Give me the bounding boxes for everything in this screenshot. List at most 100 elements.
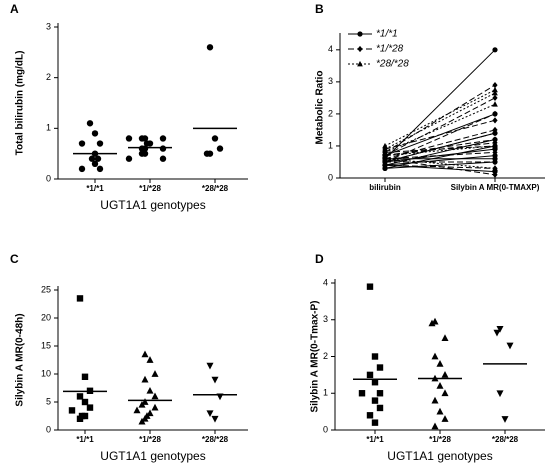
marker xyxy=(441,334,449,342)
subject-line xyxy=(384,139,496,157)
y-tick-label: 0 xyxy=(46,424,51,434)
subject-line xyxy=(384,103,496,153)
marker xyxy=(141,375,149,383)
marker xyxy=(492,149,498,156)
marker xyxy=(68,407,76,414)
x-tick-label: *1/*28 xyxy=(429,435,451,444)
marker xyxy=(133,406,141,414)
y-tick-label: 20 xyxy=(41,312,51,322)
panel-letter: D xyxy=(315,252,324,266)
marker xyxy=(159,155,167,162)
legend-label: *1/*28 xyxy=(376,44,404,55)
y-tick-label: 5 xyxy=(46,396,51,406)
y-tick-label: 1 xyxy=(323,388,328,398)
y-tick-label: 2 xyxy=(328,108,333,118)
subject-line xyxy=(384,97,496,157)
legend-label: *1/*1 xyxy=(376,29,398,40)
marker xyxy=(493,329,501,337)
subject-line xyxy=(384,164,496,173)
marker xyxy=(492,165,498,171)
marker xyxy=(125,155,133,162)
marker xyxy=(501,416,509,423)
marker xyxy=(146,409,154,417)
marker xyxy=(151,370,159,377)
marker xyxy=(436,407,444,415)
marker xyxy=(492,117,498,124)
marker xyxy=(366,371,374,379)
subject-line xyxy=(384,89,496,147)
marker xyxy=(492,89,498,96)
marker xyxy=(146,386,154,394)
marker xyxy=(141,350,149,358)
y-tick-label: 0 xyxy=(323,424,328,434)
marker xyxy=(76,295,84,302)
marker xyxy=(88,155,96,162)
marker xyxy=(428,319,436,327)
y-axis-title: Total bilirubin (mg/dL) xyxy=(15,51,26,156)
subject-line xyxy=(384,139,496,166)
marker xyxy=(492,110,498,118)
marker xyxy=(86,120,94,127)
subject-line xyxy=(384,158,496,176)
marker xyxy=(431,352,439,360)
marker xyxy=(146,356,154,363)
marker xyxy=(81,398,89,406)
x-tick-label: *1/*1 xyxy=(76,435,94,444)
marker xyxy=(96,165,104,173)
marker xyxy=(138,400,146,408)
marker xyxy=(78,165,86,173)
marker xyxy=(371,419,379,426)
x-axis-title: UGT1A1 genotypes xyxy=(100,449,205,463)
marker xyxy=(203,150,211,157)
marker xyxy=(151,392,159,400)
marker xyxy=(492,47,498,53)
marker xyxy=(91,160,99,167)
marker xyxy=(143,140,151,147)
marker xyxy=(94,155,102,162)
y-tick-label: 3 xyxy=(328,76,333,86)
subject-line xyxy=(384,161,496,169)
marker xyxy=(371,397,379,404)
marker xyxy=(436,360,444,367)
marker xyxy=(441,389,449,397)
x-tick-label: Silybin A MR(0-TMAXP) xyxy=(451,183,540,192)
y-tick-label: 3 xyxy=(46,21,51,31)
marker xyxy=(211,135,219,142)
legend-label: *28/*28 xyxy=(376,59,409,70)
marker xyxy=(138,135,146,142)
marker xyxy=(382,162,388,169)
x-tick-label: *1/*28 xyxy=(139,435,161,444)
x-axis-title: UGT1A1 genotypes xyxy=(100,198,205,212)
subject-line xyxy=(384,158,496,169)
marker xyxy=(357,31,363,37)
marker xyxy=(138,417,146,425)
subject-line xyxy=(384,142,496,157)
marker xyxy=(96,140,104,147)
marker xyxy=(206,410,214,418)
y-tick-label: 2 xyxy=(46,72,51,82)
marker xyxy=(506,342,514,350)
subject-line xyxy=(384,84,496,153)
marker xyxy=(371,353,379,360)
marker xyxy=(492,136,498,143)
x-tick-label: *28/*28 xyxy=(492,435,519,444)
marker xyxy=(366,283,374,290)
marker xyxy=(78,140,86,147)
marker xyxy=(492,81,498,89)
marker xyxy=(141,414,149,422)
marker xyxy=(492,101,498,107)
marker xyxy=(141,398,149,405)
subject-line xyxy=(384,145,496,169)
y-tick-label: 0 xyxy=(328,172,333,182)
marker xyxy=(357,45,363,53)
marker xyxy=(382,152,388,158)
marker xyxy=(431,396,439,404)
marker xyxy=(91,130,99,137)
marker xyxy=(159,145,167,152)
panel-letter: A xyxy=(10,2,19,16)
marker xyxy=(376,390,384,397)
marker xyxy=(81,373,89,380)
marker xyxy=(492,86,498,93)
marker xyxy=(86,404,94,411)
